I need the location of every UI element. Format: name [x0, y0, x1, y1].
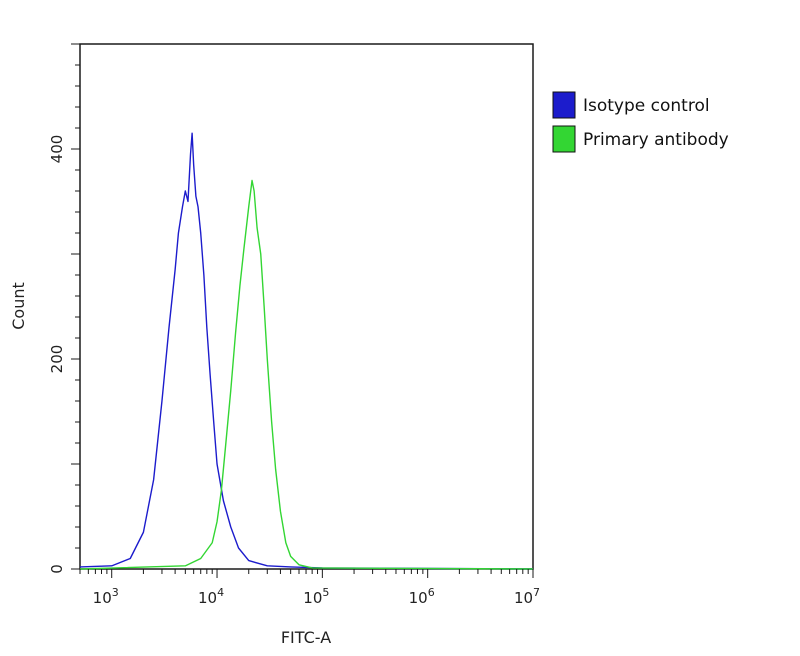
y-tick-label: 0: [48, 564, 66, 574]
series-line-isotype-control: [79, 132, 534, 570]
y-tick-label: 400: [48, 135, 66, 164]
y-axis-ticks: 0 200 400: [48, 43, 80, 574]
x-tick-label: 106: [409, 586, 435, 607]
x-tick-label: 104: [198, 586, 224, 607]
legend-swatch-isotype-control: [552, 91, 576, 119]
y-tick-label: 200: [48, 345, 66, 374]
x-axis-title: FITC-A: [281, 628, 331, 647]
series-line-primary-antibody: [79, 179, 534, 570]
series-layer: [79, 132, 534, 570]
x-tick-label: 103: [93, 586, 119, 607]
legend-label-isotype-control: Isotype control: [583, 96, 710, 116]
y-axis-title: Count: [9, 282, 28, 330]
x-tick-label: 107: [514, 586, 540, 607]
plot-frame: [79, 43, 534, 570]
legend-label-primary-antibody: Primary antibody: [583, 130, 729, 150]
legend: Isotype control Primary antibody: [552, 91, 729, 153]
legend-swatch-primary-antibody: [552, 125, 576, 153]
x-axis-ticks: 103 104 105 106 107: [79, 569, 540, 607]
x-tick-label: 105: [303, 586, 329, 607]
